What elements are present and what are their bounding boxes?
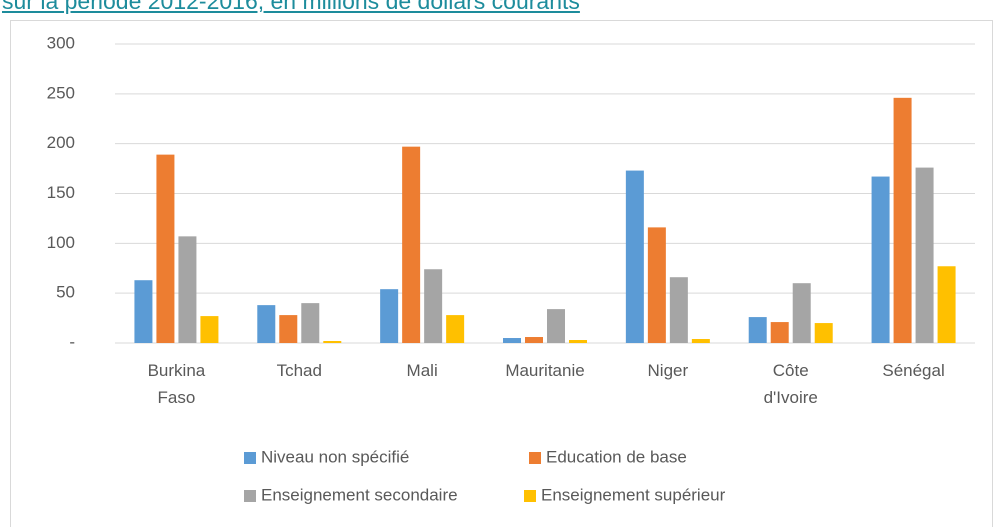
- x-tick-label: Mali: [406, 361, 438, 380]
- legend-label: Enseignement supérieur: [541, 485, 726, 504]
- chart-title: sur la période 2012-2016, en millions de…: [2, 0, 580, 14]
- legend-swatch: [244, 490, 256, 502]
- bar: [301, 303, 320, 343]
- bar: [792, 283, 811, 343]
- bar: [200, 316, 219, 343]
- x-tick-label: Burkina Faso: [147, 361, 206, 407]
- x-tick-label-box: Burkina Faso: [132, 357, 220, 411]
- chart-frame: [10, 20, 993, 527]
- bar: [814, 323, 833, 343]
- x-tick-label-box: Niger: [624, 357, 712, 384]
- x-tick-label-box: Mali: [378, 357, 466, 384]
- x-tick-label: Niger: [647, 361, 689, 380]
- x-tick-label: Tchad: [276, 361, 322, 380]
- bar: [156, 154, 175, 343]
- x-tick-label-box: Mauritanie: [501, 357, 589, 384]
- bar: [547, 309, 565, 343]
- legend-label: Niveau non spécifié: [261, 447, 409, 466]
- bar: [323, 341, 342, 343]
- y-tick-label: 300: [47, 33, 75, 52]
- legend-swatch: [529, 452, 541, 464]
- x-tick-label: Sénégal: [882, 361, 945, 380]
- bar: [647, 227, 666, 343]
- x-tick-label-box: Tchad: [255, 357, 343, 384]
- y-tick-label: -: [69, 332, 75, 351]
- y-tick-label: 200: [47, 133, 75, 152]
- legend-swatch: [524, 490, 536, 502]
- bar: [279, 315, 298, 343]
- bar: [503, 338, 521, 343]
- bar: [770, 322, 789, 343]
- bar: [446, 315, 465, 343]
- bar: [402, 146, 421, 343]
- legend-swatch: [244, 452, 256, 464]
- legend-label: Education de base: [546, 447, 687, 466]
- bar: [625, 170, 644, 343]
- x-tick-label-box: Côte d'Ivoire: [747, 357, 835, 411]
- bar: [134, 280, 153, 343]
- x-tick-label: Mauritanie: [505, 361, 585, 380]
- y-tick-label: 250: [47, 83, 75, 102]
- y-tick-label: 100: [47, 233, 75, 252]
- bar: [424, 269, 443, 343]
- y-tick-label: 150: [47, 183, 75, 202]
- bar: [525, 337, 543, 343]
- bar: [893, 97, 912, 343]
- bar: [937, 266, 956, 343]
- bar: [178, 236, 197, 343]
- bar: [669, 277, 688, 343]
- legend-label: Enseignement secondaire: [261, 485, 458, 504]
- bar: [871, 176, 890, 343]
- bar: [915, 167, 934, 343]
- bar: [569, 340, 587, 343]
- bar: [748, 317, 767, 343]
- x-tick-label: Côte d'Ivoire: [763, 361, 818, 407]
- y-tick-label: 50: [56, 283, 75, 302]
- bar: [257, 305, 276, 343]
- bar: [691, 339, 710, 343]
- bar: [380, 289, 399, 343]
- x-tick-label-box: Sénégal: [870, 357, 958, 384]
